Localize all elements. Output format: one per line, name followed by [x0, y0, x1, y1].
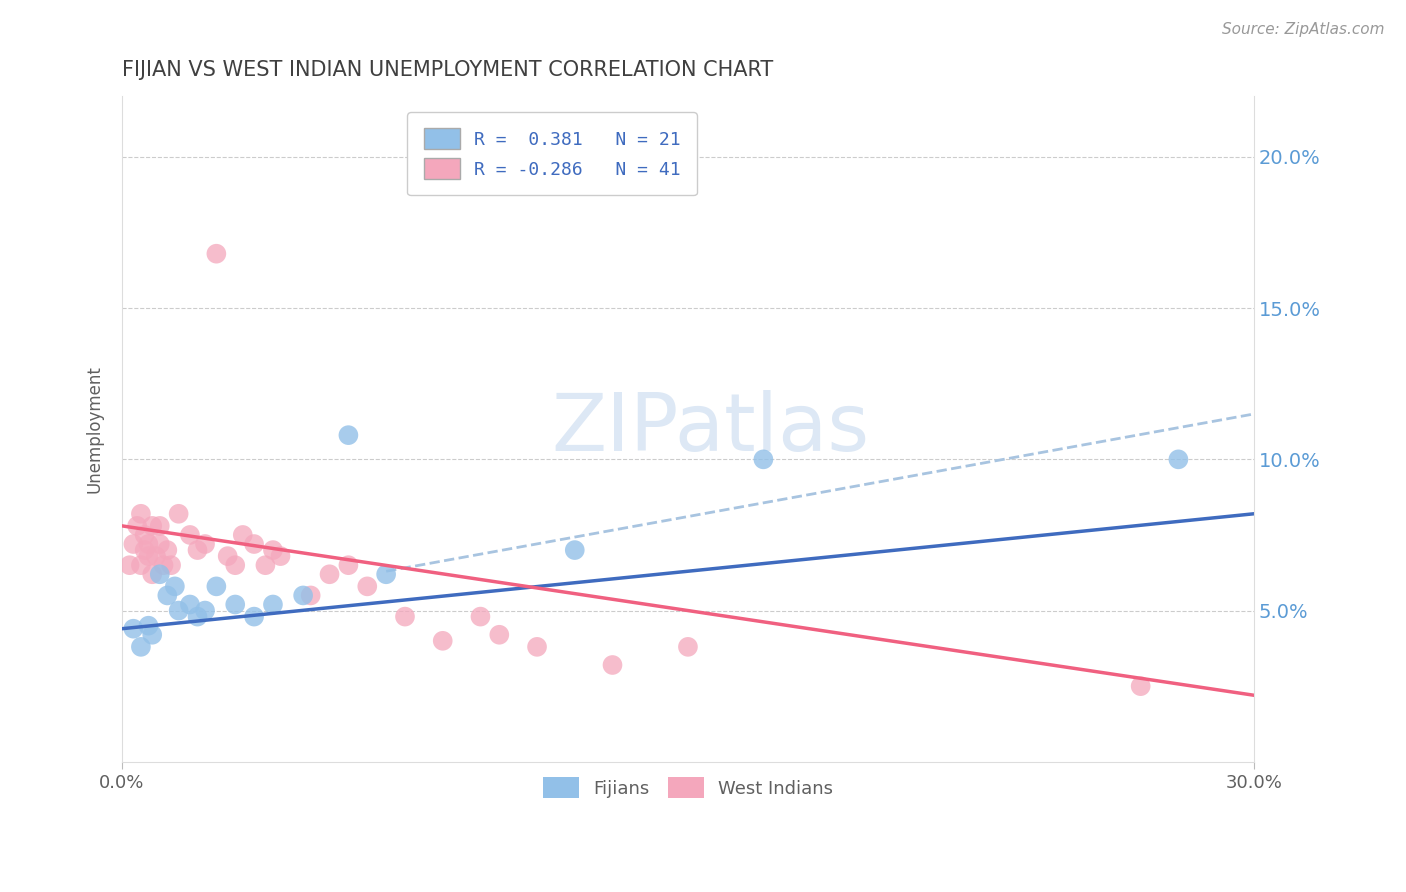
Point [149, 537, 172, 551]
Point [224, 558, 246, 573]
Point [156, 543, 179, 558]
Point [205, 579, 228, 593]
Point [122, 622, 145, 636]
Point [152, 558, 174, 573]
Point [167, 603, 190, 617]
Point [432, 633, 454, 648]
Point [156, 589, 179, 603]
Point [186, 609, 208, 624]
Point [337, 428, 360, 442]
Point [145, 549, 167, 563]
Point [194, 537, 217, 551]
Point [224, 598, 246, 612]
Point [118, 558, 141, 573]
Point [470, 609, 492, 624]
Point [270, 549, 292, 563]
Point [134, 528, 156, 542]
Point [163, 579, 186, 593]
Point [129, 507, 152, 521]
Point [134, 543, 156, 558]
Point [217, 549, 239, 563]
Point [356, 579, 378, 593]
Point [243, 609, 266, 624]
Point [262, 598, 284, 612]
Y-axis label: Unemployment: Unemployment [86, 365, 103, 493]
Point [122, 537, 145, 551]
Point [129, 640, 152, 654]
Point [394, 609, 416, 624]
Point [526, 640, 548, 654]
Point [254, 558, 277, 573]
Point [127, 519, 149, 533]
Point [243, 537, 266, 551]
Point [1167, 452, 1189, 467]
Point [149, 567, 172, 582]
Point [232, 528, 254, 542]
Point [292, 589, 315, 603]
Point [141, 519, 163, 533]
Point [299, 589, 322, 603]
Legend: Fijians, West Indians: Fijians, West Indians [529, 763, 848, 813]
Point [179, 528, 201, 542]
Point [676, 640, 699, 654]
Point [141, 567, 163, 582]
Point [564, 543, 586, 558]
Point [1129, 679, 1152, 693]
Point [262, 543, 284, 558]
Text: ZIPatlas: ZIPatlas [551, 390, 870, 468]
Text: FIJIAN VS WEST INDIAN UNEMPLOYMENT CORRELATION CHART: FIJIAN VS WEST INDIAN UNEMPLOYMENT CORRE… [122, 60, 773, 79]
Point [160, 558, 183, 573]
Point [488, 628, 510, 642]
Point [186, 543, 208, 558]
Point [179, 598, 201, 612]
Point [318, 567, 340, 582]
Point [205, 246, 228, 260]
Point [138, 618, 160, 632]
Point [752, 452, 775, 467]
Point [138, 537, 160, 551]
Point [149, 519, 172, 533]
Point [167, 507, 190, 521]
Point [194, 603, 217, 617]
Point [375, 567, 398, 582]
Point [337, 558, 360, 573]
Point [138, 549, 160, 563]
Text: Source: ZipAtlas.com: Source: ZipAtlas.com [1222, 22, 1385, 37]
Point [602, 658, 624, 673]
Point [141, 628, 163, 642]
Point [129, 558, 152, 573]
